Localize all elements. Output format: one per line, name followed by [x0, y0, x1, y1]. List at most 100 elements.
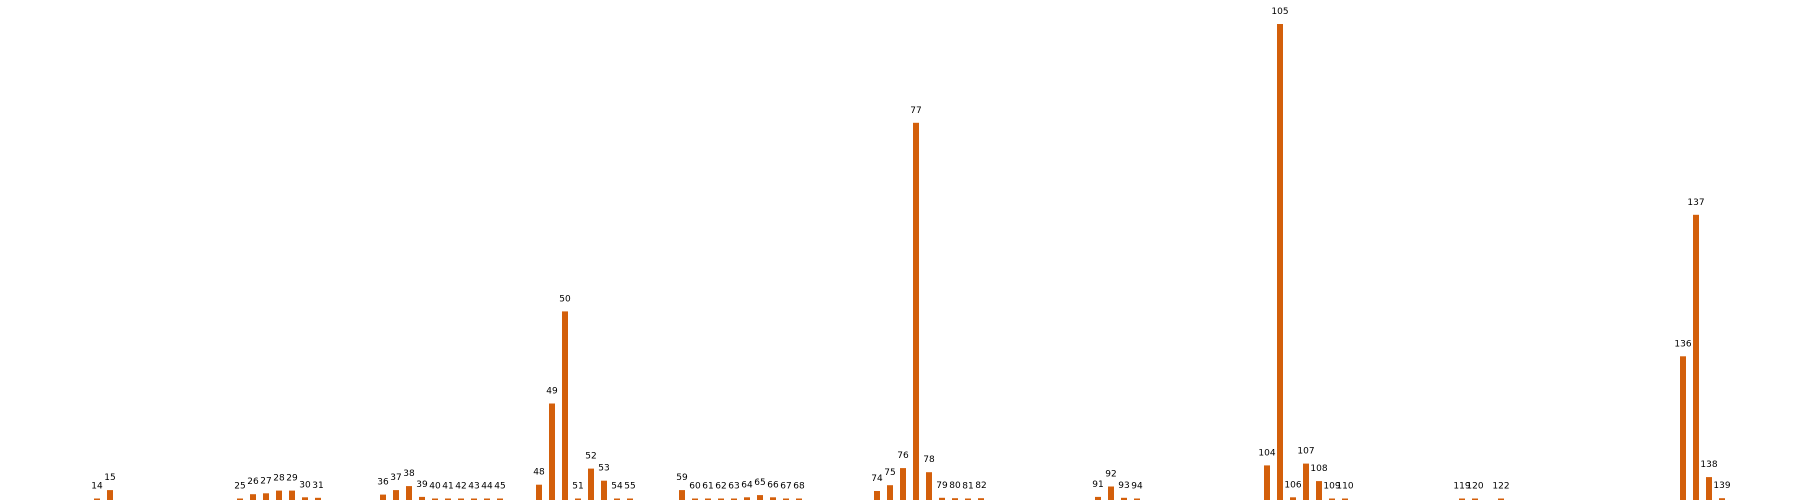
bar-27 [263, 493, 269, 500]
data-label-110: 110 [1336, 482, 1353, 492]
data-label-28: 28 [273, 474, 285, 484]
data-label-76: 76 [897, 451, 909, 461]
bar-139 [1719, 498, 1725, 500]
bar-49 [549, 403, 555, 500]
data-label-63: 63 [728, 482, 739, 492]
data-label-50: 50 [559, 294, 571, 304]
data-label-53: 53 [598, 464, 609, 474]
bar-30 [302, 497, 308, 500]
data-label-39: 39 [416, 480, 428, 490]
bar-60 [692, 498, 698, 500]
data-label-38: 38 [403, 469, 415, 479]
bar-43 [471, 498, 477, 500]
data-label-42: 42 [455, 482, 466, 492]
bar-26 [250, 494, 256, 500]
data-label-49: 49 [546, 387, 558, 397]
data-label-43: 43 [468, 482, 479, 492]
data-label-55: 55 [624, 482, 635, 492]
bar-110 [1342, 498, 1348, 500]
data-label-109: 109 [1323, 482, 1340, 492]
bar-61 [705, 498, 711, 500]
bar-25 [237, 498, 243, 500]
data-label-54: 54 [611, 482, 623, 492]
bar-45 [497, 498, 503, 500]
data-label-108: 108 [1310, 464, 1327, 474]
data-label-136: 136 [1674, 339, 1691, 349]
data-label-104: 104 [1258, 448, 1275, 458]
bar-94 [1134, 498, 1140, 500]
data-label-122: 122 [1492, 482, 1509, 492]
bar-108 [1316, 481, 1322, 500]
bar-64 [744, 497, 750, 500]
bar-93 [1121, 497, 1127, 500]
data-label-51: 51 [572, 482, 583, 492]
bar-74 [874, 491, 880, 500]
bar-38 [406, 486, 412, 500]
bar-53 [601, 480, 607, 500]
data-label-31: 31 [312, 481, 323, 491]
data-label-25: 25 [234, 482, 245, 492]
data-label-37: 37 [390, 473, 401, 483]
bar-120 [1472, 498, 1478, 500]
data-label-79: 79 [936, 481, 948, 491]
bar-48 [536, 484, 542, 500]
data-label-61: 61 [702, 482, 713, 492]
bar-65 [757, 495, 763, 500]
data-label-36: 36 [377, 478, 389, 488]
bar-66 [770, 497, 776, 500]
bar-81 [965, 498, 971, 500]
bar-119 [1459, 498, 1465, 500]
data-label-107: 107 [1297, 447, 1314, 457]
data-label-92: 92 [1105, 470, 1116, 480]
data-label-66: 66 [767, 480, 779, 490]
data-label-91: 91 [1092, 480, 1103, 490]
bar-78 [926, 472, 932, 500]
data-label-77: 77 [910, 106, 921, 116]
data-label-41: 41 [442, 482, 453, 492]
bar-39 [419, 496, 425, 500]
bar-15 [107, 490, 113, 500]
bar-54 [614, 498, 620, 500]
bar-92 [1108, 486, 1114, 500]
data-label-40: 40 [429, 482, 441, 492]
bar-41 [445, 498, 451, 500]
data-label-119: 119 [1453, 482, 1470, 492]
data-label-68: 68 [793, 482, 805, 492]
bar-104 [1264, 465, 1270, 500]
data-label-75: 75 [884, 468, 895, 478]
data-label-27: 27 [260, 476, 271, 486]
data-label-62: 62 [715, 482, 726, 492]
bar-51 [575, 498, 581, 500]
data-label-93: 93 [1118, 481, 1129, 491]
data-label-67: 67 [780, 482, 791, 492]
data-label-138: 138 [1700, 460, 1717, 470]
bar-68 [796, 498, 802, 500]
data-label-120: 120 [1466, 482, 1483, 492]
bar-50 [562, 311, 568, 500]
bar-109 [1329, 498, 1335, 500]
bar-55 [627, 498, 633, 500]
bar-59 [679, 490, 685, 500]
bar-77 [913, 122, 919, 500]
data-label-45: 45 [494, 482, 505, 492]
data-label-29: 29 [286, 474, 298, 484]
data-label-74: 74 [871, 474, 883, 484]
bar-63 [731, 498, 737, 500]
bar-40 [432, 498, 438, 500]
bars-layer [94, 24, 1725, 500]
bar-29 [289, 490, 295, 500]
data-label-30: 30 [299, 480, 311, 490]
data-label-137: 137 [1687, 198, 1704, 208]
bar-106 [1290, 497, 1296, 500]
bar-76 [900, 468, 906, 500]
bar-107 [1303, 463, 1309, 500]
data-label-60: 60 [689, 482, 701, 492]
data-label-105: 105 [1271, 7, 1288, 17]
bar-31 [315, 497, 321, 500]
data-label-82: 82 [975, 481, 986, 491]
bar-62 [718, 498, 724, 500]
data-label-52: 52 [585, 452, 596, 462]
data-label-59: 59 [676, 473, 688, 483]
